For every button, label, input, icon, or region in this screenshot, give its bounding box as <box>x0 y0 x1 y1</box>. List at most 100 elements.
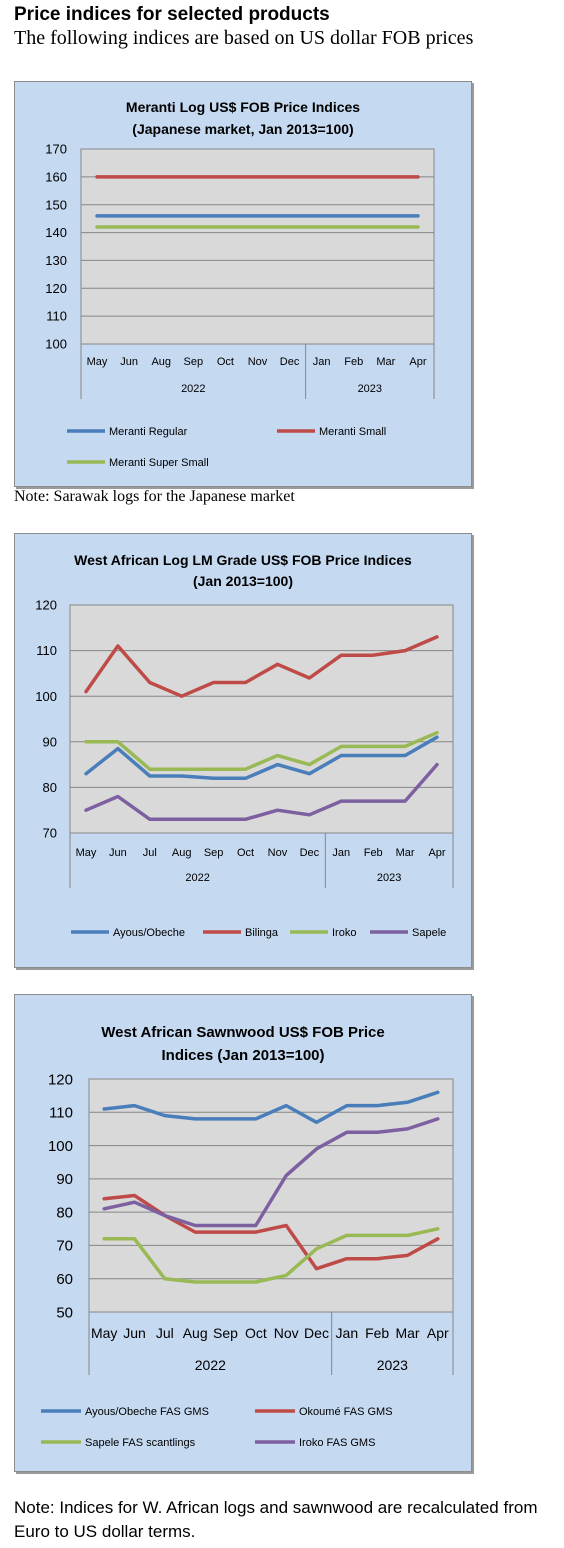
y-tick-label: 160 <box>45 169 67 184</box>
y-tick-label: 90 <box>43 734 57 749</box>
x-tick-label: Nov <box>268 847 288 859</box>
chart-title: Meranti Log US$ FOB Price Indices <box>126 99 360 115</box>
chart-title: West African Sawnwood US$ FOB Price <box>101 1024 384 1041</box>
y-tick-label: 120 <box>48 1071 73 1088</box>
y-tick-label: 80 <box>56 1204 73 1221</box>
chart-title: West African Log LM Grade US$ FOB Price … <box>74 552 412 568</box>
x-tick-label: Dec <box>300 847 320 859</box>
x-tick-label: Jul <box>143 847 157 859</box>
x-tick-label: May <box>87 356 108 368</box>
x-tick-label: Oct <box>237 847 254 859</box>
chart-panel-meranti: Meranti Log US$ FOB Price Indices (Japane… <box>14 81 472 487</box>
y-tick-label: 130 <box>45 253 67 268</box>
x-tick-label: Sep <box>213 1325 238 1341</box>
year-label: 2023 <box>377 872 401 884</box>
legend-label: Meranti Regular <box>109 426 188 438</box>
plot-area <box>80 148 435 345</box>
series-line-3 <box>102 1227 440 1284</box>
year-label: 2022 <box>185 872 209 884</box>
y-tick-label: 100 <box>35 689 57 704</box>
meranti-price-chart: Meranti Log US$ FOB Price Indices (Japane… <box>45 99 435 469</box>
legend-label: Sapele FAS scantlings <box>85 1437 196 1449</box>
series-line-1 <box>84 735 439 781</box>
legend-label: Ayous/Obeche <box>113 927 185 939</box>
note-sarawak: Note: Sarawak logs for the Japanese mark… <box>14 488 295 505</box>
y-tick-label: 90 <box>56 1171 73 1188</box>
x-tick-label: Jan <box>313 356 331 368</box>
west-african-log-chart: West African Log LM Grade US$ FOB Price … <box>35 552 454 939</box>
y-tick-label: 120 <box>35 598 57 613</box>
x-tick-label: Jul <box>156 1325 174 1341</box>
x-tick-label: Jun <box>123 1325 146 1341</box>
x-tick-label: Dec <box>304 1325 329 1341</box>
y-tick-label: 110 <box>46 309 67 324</box>
legend-label: Iroko <box>332 927 356 939</box>
x-tick-label: Jan <box>336 1325 359 1341</box>
chart-subtitle: Indices (Jan 2013=100) <box>161 1047 324 1064</box>
x-tick-label: Feb <box>364 847 383 859</box>
plot-area <box>88 1078 454 1313</box>
page-title: Price indices for selected products <box>14 4 330 25</box>
series-line-2 <box>84 635 439 698</box>
legend-label: Meranti Small <box>319 426 386 438</box>
note-recalculated: Note: Indices for W. African logs and sa… <box>14 1498 538 1541</box>
series-line-4 <box>102 1117 440 1228</box>
legend-label: Okoumé FAS GMS <box>299 1406 393 1418</box>
y-tick-label: 140 <box>45 225 67 240</box>
y-tick-label: 50 <box>56 1304 73 1321</box>
y-tick-label: 100 <box>45 337 67 352</box>
y-tick-label: 80 <box>43 780 57 795</box>
y-tick-label: 150 <box>45 197 67 212</box>
x-tick-label: Aug <box>151 356 171 368</box>
page-subtitle: The following indices are based on US do… <box>14 27 474 49</box>
x-tick-label: Dec <box>280 356 300 368</box>
x-tick-label: Mar <box>376 356 395 368</box>
x-tick-label: Aug <box>183 1325 208 1341</box>
legend-label: Sapele <box>412 927 446 939</box>
x-tick-label: Mar <box>395 1325 419 1341</box>
x-tick-label: Apr <box>427 1325 449 1341</box>
legend-label: Ayous/Obeche FAS GMS <box>85 1406 209 1418</box>
year-label: 2023 <box>358 383 382 395</box>
x-tick-label: May <box>91 1325 117 1341</box>
legend-label: Bilinga <box>245 927 279 939</box>
x-tick-label: Sep <box>184 356 204 368</box>
x-tick-label: May <box>76 847 97 859</box>
x-tick-label: Apr <box>428 847 445 859</box>
plot-area <box>69 604 454 834</box>
x-tick-label: Sep <box>204 847 224 859</box>
y-tick-label: 70 <box>56 1238 73 1255</box>
x-tick-label: Apr <box>409 356 426 368</box>
x-tick-label: Feb <box>365 1325 389 1341</box>
x-tick-label: Oct <box>217 356 234 368</box>
x-tick-label: Oct <box>245 1325 267 1341</box>
x-tick-label: Mar <box>396 847 415 859</box>
series-line-1 <box>102 1090 440 1125</box>
y-tick-label: 100 <box>48 1138 73 1155</box>
chart-subtitle: (Japanese market, Jan 2013=100) <box>132 121 353 137</box>
y-tick-label: 120 <box>45 281 67 296</box>
x-tick-label: Nov <box>274 1325 299 1341</box>
x-tick-label: Jan <box>332 847 350 859</box>
series-line-3 <box>84 730 439 771</box>
x-tick-label: Aug <box>172 847 192 859</box>
west-african-sawnwood-chart: West African Sawnwood US$ FOB Price Indic… <box>41 1024 454 1449</box>
series-line-4 <box>84 762 439 822</box>
legend-label: Meranti Super Small <box>109 457 209 469</box>
year-label: 2022 <box>195 1357 226 1373</box>
x-tick-label: Feb <box>344 356 363 368</box>
legend-label: Iroko FAS GMS <box>299 1437 375 1449</box>
y-tick-label: 110 <box>36 643 57 658</box>
year-label: 2022 <box>181 383 205 395</box>
chart-panel-west-african-sawnwood: West African Sawnwood US$ FOB Price Indic… <box>14 994 472 1472</box>
x-tick-label: Nov <box>248 356 268 368</box>
chart-subtitle: (Jan 2013=100) <box>193 573 293 589</box>
chart-panel-west-african-log: West African Log LM Grade US$ FOB Price … <box>14 533 472 968</box>
x-tick-label: Jun <box>120 356 138 368</box>
y-tick-label: 70 <box>43 826 57 841</box>
y-tick-label: 60 <box>56 1271 73 1288</box>
x-tick-label: Jun <box>109 847 127 859</box>
y-tick-label: 110 <box>49 1105 73 1122</box>
year-label: 2023 <box>377 1357 408 1373</box>
y-tick-label: 170 <box>45 142 67 157</box>
